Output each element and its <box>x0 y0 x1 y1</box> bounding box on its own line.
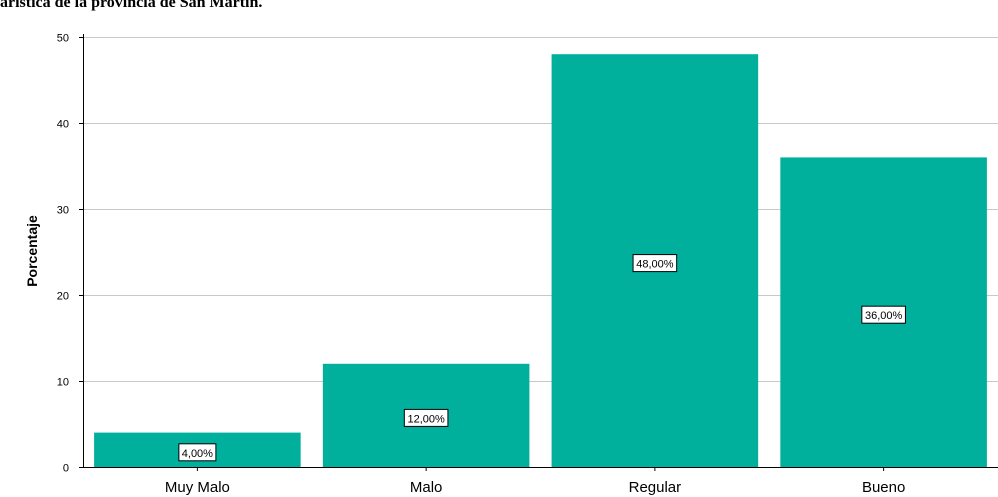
y-tick-label: 10 <box>57 377 69 389</box>
data-label: 48,00% <box>636 259 674 271</box>
data-label-box <box>403 408 449 427</box>
y-tick-label: 30 <box>57 205 69 217</box>
data-labels: 4,00% 12,00% 48,00% 36,00% <box>178 254 906 462</box>
x-tick-label: Bueno <box>862 479 905 496</box>
y-tick-label: 50 <box>57 33 69 45</box>
data-label-box <box>632 254 678 273</box>
chart-title: aristica de la provincia de San Martin. <box>0 0 263 11</box>
y-tick-label: 40 <box>57 119 69 131</box>
x-tick-label: Muy Malo <box>165 479 230 496</box>
y-tick-label: 20 <box>57 291 69 303</box>
data-label: 12,00% <box>407 413 445 425</box>
x-tick-label: Regular <box>629 479 682 496</box>
data-label-box <box>178 443 217 462</box>
y-tick-label: 0 <box>63 463 69 475</box>
data-label: 36,00% <box>865 310 903 322</box>
bars <box>94 54 987 467</box>
axes: 0 10 20 30 40 50 Muy Malo Malo Regular Bueno <box>57 33 998 496</box>
data-label: 4,00% <box>182 448 213 460</box>
x-tick-label: Malo <box>410 479 443 496</box>
data-label-box <box>861 305 906 324</box>
